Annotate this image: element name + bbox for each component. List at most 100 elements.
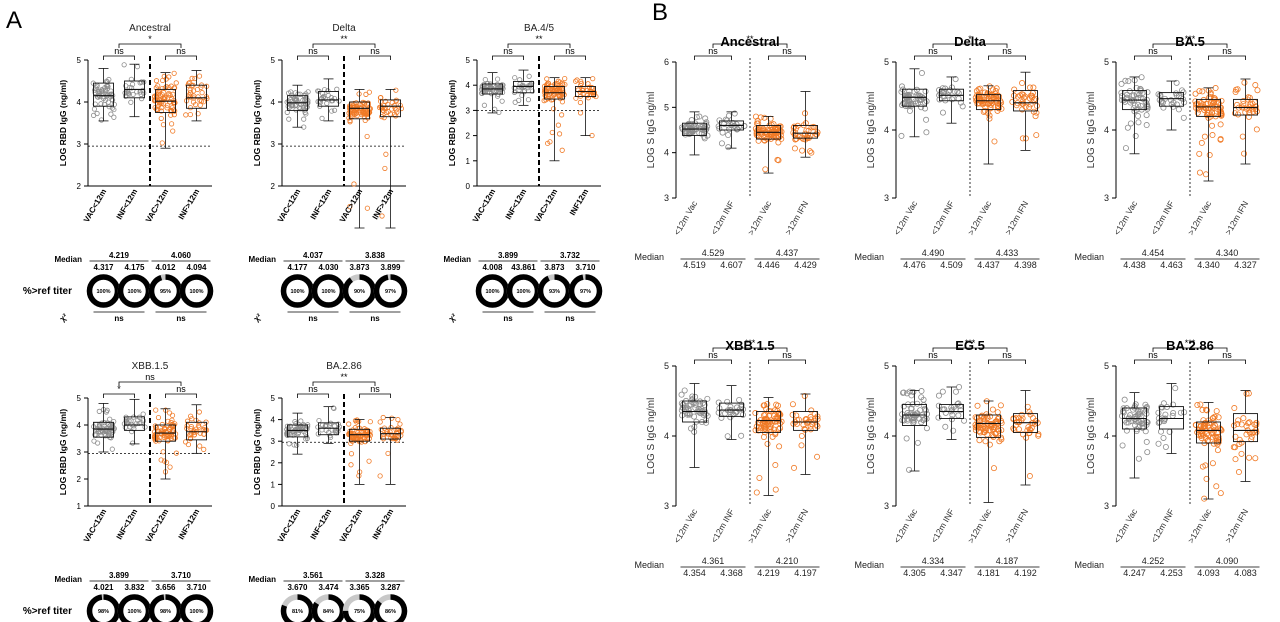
- median-overall-left: 4.529: [702, 248, 725, 258]
- median-group-value: 3.710: [575, 263, 596, 272]
- box-group-1: [898, 68, 930, 139]
- median-group-value: 3.899: [380, 263, 401, 272]
- data-point: [697, 407, 704, 414]
- significance-bracket: ns: [988, 46, 1026, 60]
- box: [1159, 406, 1184, 430]
- significance-label: ns: [503, 46, 513, 56]
- data-point: [803, 419, 810, 426]
- data-point: [187, 436, 194, 442]
- chart-title: BA.2.86: [326, 361, 362, 372]
- data-point: [986, 112, 993, 119]
- significance-bracket: ns: [103, 46, 135, 60]
- data-point: [555, 78, 561, 84]
- data-point: [1180, 114, 1187, 121]
- data-point: [94, 84, 100, 90]
- chart-a3: BA.4/5 0 1 2 3 4 5 LOG RBD IgG (ng/ml) VAC<12m IN…: [443, 23, 603, 323]
- donut-label: 100%: [127, 289, 141, 295]
- x-category-label: VAC<12m: [276, 508, 302, 545]
- data-point: [741, 123, 748, 130]
- data-point: [975, 421, 982, 428]
- data-point: [1201, 107, 1208, 114]
- data-point: [185, 441, 192, 448]
- data-point: [291, 96, 298, 102]
- box-group-2: [511, 69, 536, 106]
- box-group-3: [1192, 401, 1225, 502]
- data-point: [291, 442, 297, 448]
- data-point: [391, 102, 397, 109]
- box-group-1: [284, 412, 311, 455]
- box-group-1: [678, 383, 711, 468]
- donut-label: 84%: [323, 609, 334, 615]
- data-point: [801, 425, 808, 432]
- chi-square-symbol: χ²: [252, 312, 264, 324]
- data-point: [151, 94, 158, 100]
- data-point: [1128, 97, 1135, 104]
- data-point: [152, 437, 158, 443]
- panel-b-letter: B: [652, 0, 668, 26]
- data-point: [739, 411, 746, 418]
- data-point: [956, 384, 963, 391]
- data-point: [572, 78, 579, 84]
- donut: 81%: [280, 594, 315, 622]
- data-point: [516, 97, 522, 103]
- x-category-label: >12m IFN: [1003, 199, 1030, 237]
- bracket-line: [914, 55, 952, 60]
- data-point: [718, 140, 725, 147]
- median-table: Median 3.899 3.710 4.021 3.832 3.656 3.710: [54, 571, 211, 592]
- data-point: [126, 418, 132, 424]
- x-category-label: VAC<12m: [471, 188, 497, 225]
- data-point: [154, 94, 160, 100]
- data-point: [731, 110, 738, 117]
- data-point: [1232, 110, 1239, 117]
- data-point: [769, 129, 776, 136]
- significance-bracket: ***: [932, 338, 1008, 352]
- data-point: [1245, 420, 1252, 427]
- data-point: [1206, 94, 1213, 101]
- data-point: [197, 430, 203, 436]
- data-point: [1025, 424, 1032, 431]
- data-point: [367, 429, 373, 435]
- data-point: [585, 95, 591, 101]
- significance-bracket: **: [712, 34, 788, 48]
- chi-square-symbol: χ²: [58, 312, 70, 324]
- data-point: [725, 132, 732, 139]
- median-group-value: 4.463: [1160, 260, 1183, 270]
- data-point: [1144, 105, 1151, 112]
- significance-bracket: ns: [768, 46, 806, 60]
- donut: 98%: [86, 594, 121, 622]
- median-row-label: Median: [634, 252, 664, 262]
- data-point: [579, 87, 586, 93]
- data-point: [766, 408, 773, 415]
- data-point: [1236, 436, 1243, 443]
- median-overall-left: 4.037: [303, 251, 324, 260]
- chart-title: BA.2.86: [1166, 338, 1214, 353]
- data-point: [997, 402, 1004, 409]
- box-group-4: [1230, 390, 1260, 482]
- data-point: [1247, 101, 1254, 108]
- data-point: [989, 432, 996, 439]
- y-tick-label: 3: [271, 140, 276, 149]
- donut: 98%: [148, 594, 183, 622]
- y-tick-label: 3: [884, 501, 889, 511]
- data-point: [987, 101, 994, 108]
- x-category-label: INF>12m: [371, 508, 396, 542]
- data-point: [159, 421, 165, 428]
- box: [1159, 92, 1184, 107]
- x-category-label: VAC>12m: [533, 188, 559, 225]
- median-table: Median 4.490 4.433 4.476 4.509 4.437 4.398: [854, 248, 1040, 270]
- data-point: [1135, 455, 1142, 462]
- data-point: [139, 96, 145, 102]
- data-point: [104, 83, 110, 89]
- data-point: [752, 427, 759, 434]
- data-point: [96, 422, 102, 428]
- data-point: [393, 87, 399, 93]
- data-point: [1233, 86, 1240, 93]
- data-point: [1118, 89, 1125, 96]
- data-point: [1132, 422, 1139, 429]
- data-point: [1213, 433, 1220, 440]
- data-point: [1035, 432, 1042, 439]
- data-point: [1125, 78, 1132, 85]
- y-tick-label: 1: [77, 502, 82, 511]
- y-axis-label: LOG S IgG ng/ml: [646, 398, 657, 475]
- significance-bracket: **: [312, 34, 376, 48]
